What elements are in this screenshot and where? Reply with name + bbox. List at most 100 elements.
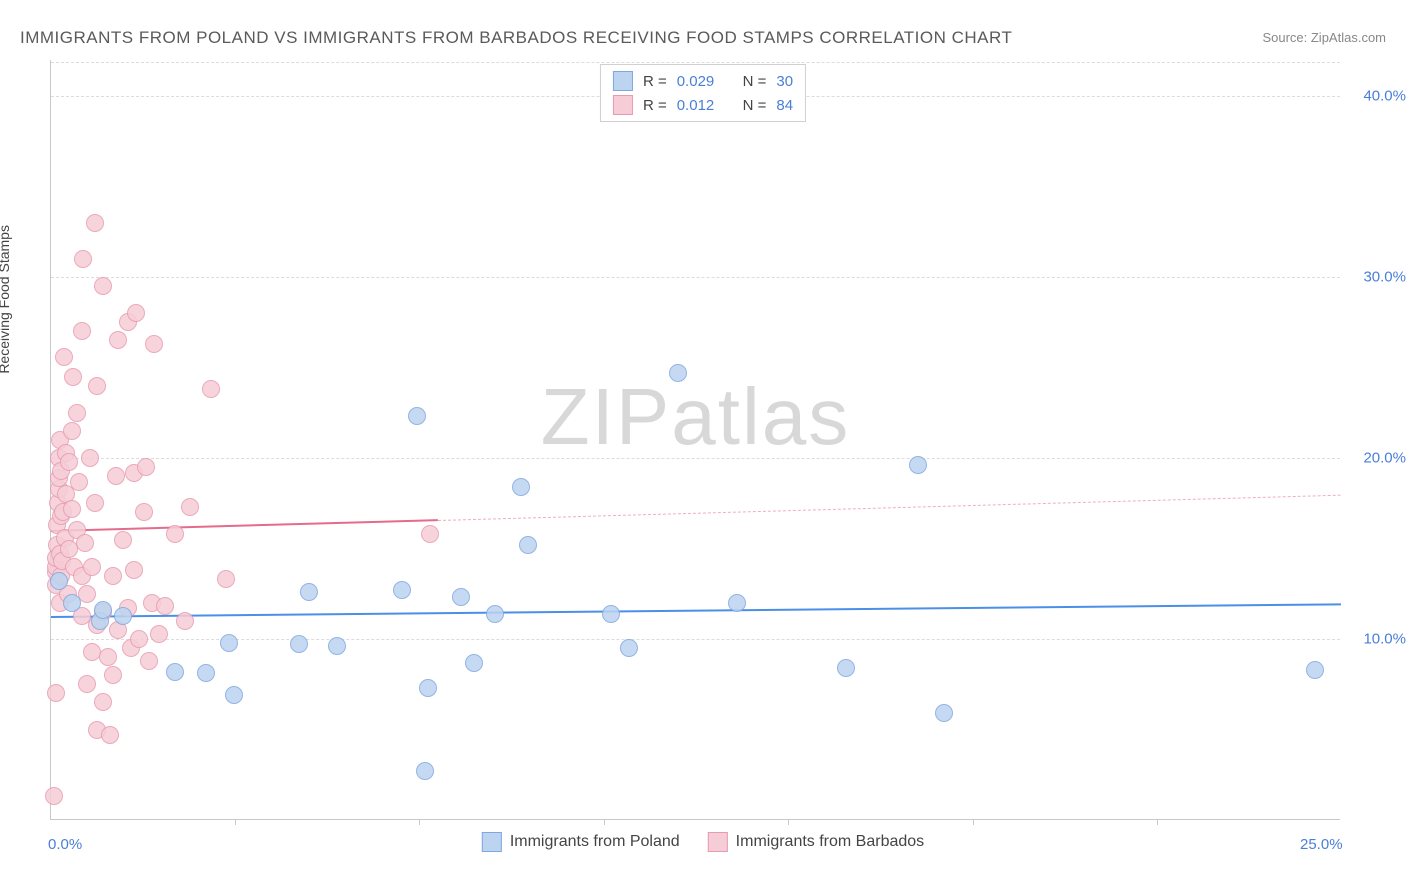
scatter-point [114,607,132,625]
scatter-point [104,567,122,585]
scatter-point [220,634,238,652]
x-tick-mark [419,819,420,825]
trend-line [51,603,1341,618]
legend-swatch-barbados [613,95,633,115]
x-tick-label: 25.0% [1300,836,1343,853]
legend-n-value-0: 30 [776,73,793,90]
scatter-point [225,686,243,704]
gridline [51,277,1340,278]
scatter-point [86,494,104,512]
y-tick-label: 20.0% [1350,450,1406,467]
scatter-point [60,453,78,471]
scatter-point [78,585,96,603]
scatter-point [94,601,112,619]
x-tick-mark [604,819,605,825]
legend-swatch-poland [613,71,633,91]
scatter-point [519,536,537,554]
scatter-point [290,635,308,653]
scatter-point [81,449,99,467]
x-tick-mark [788,819,789,825]
gridline [51,458,1340,459]
scatter-point [63,594,81,612]
legend-n-label: N = [743,97,767,114]
scatter-point [465,654,483,672]
legend-r-value-0: 0.029 [677,73,715,90]
scatter-point [728,594,746,612]
scatter-point [512,478,530,496]
scatter-point [127,304,145,322]
scatter-point [300,583,318,601]
scatter-point [202,380,220,398]
legend-swatch-barbados-icon [708,832,728,852]
x-tick-label: 0.0% [48,836,82,853]
scatter-point [63,500,81,518]
source-attribution: Source: ZipAtlas.com [1262,30,1386,45]
scatter-point [83,558,101,576]
gridline [51,62,1340,63]
legend-stats-row-0: R = 0.029 N = 30 [609,69,797,93]
scatter-point [140,652,158,670]
legend-r-label: R = [643,97,667,114]
scatter-point [99,648,117,666]
legend-label-barbados: Immigrants from Barbados [736,833,925,851]
scatter-point [78,675,96,693]
scatter-point [166,525,184,543]
scatter-point [50,572,68,590]
scatter-point [104,666,122,684]
scatter-point [837,659,855,677]
scatter-point [109,331,127,349]
scatter-point [393,581,411,599]
x-tick-mark [235,819,236,825]
scatter-point [130,630,148,648]
scatter-point [135,503,153,521]
trend-line-dashed [438,494,1341,520]
scatter-point [107,467,125,485]
scatter-point [101,726,119,744]
scatter-point [74,250,92,268]
scatter-point [114,531,132,549]
scatter-point [73,322,91,340]
plot-area: ZIPatlas 10.0%20.0%30.0%40.0% [50,60,1340,820]
scatter-point [197,664,215,682]
scatter-point [620,639,638,657]
scatter-point [94,693,112,711]
scatter-point [88,377,106,395]
legend-swatch-poland-icon [482,832,502,852]
scatter-point [70,473,88,491]
chart-container: IMMIGRANTS FROM POLAND VS IMMIGRANTS FRO… [0,0,1406,892]
trend-line [51,520,438,533]
legend-n-value-1: 84 [776,97,793,114]
legend-r-value-1: 0.012 [677,97,715,114]
legend-stats-row-1: R = 0.012 N = 84 [609,93,797,117]
scatter-point [419,679,437,697]
legend-stats: R = 0.029 N = 30 R = 0.012 N = 84 [600,64,806,122]
y-tick-label: 40.0% [1350,88,1406,105]
scatter-point [486,605,504,623]
scatter-point [669,364,687,382]
scatter-point [55,348,73,366]
scatter-point [145,335,163,353]
y-axis-title: Receiving Food Stamps [0,225,12,374]
scatter-point [68,404,86,422]
scatter-point [421,525,439,543]
scatter-point [909,456,927,474]
x-tick-mark [973,819,974,825]
watermark-thin: atlas [671,372,850,461]
scatter-point [156,597,174,615]
y-tick-label: 10.0% [1350,631,1406,648]
legend-label-poland: Immigrants from Poland [510,833,680,851]
scatter-point [408,407,426,425]
scatter-point [328,637,346,655]
scatter-point [935,704,953,722]
scatter-point [150,625,168,643]
y-tick-label: 30.0% [1350,269,1406,286]
scatter-point [181,498,199,516]
chart-title: IMMIGRANTS FROM POLAND VS IMMIGRANTS FRO… [20,28,1012,48]
scatter-point [217,570,235,588]
legend-series: Immigrants from Poland Immigrants from B… [482,832,924,852]
scatter-point [64,368,82,386]
scatter-point [45,787,63,805]
scatter-point [602,605,620,623]
x-tick-mark [1157,819,1158,825]
scatter-point [1306,661,1324,679]
